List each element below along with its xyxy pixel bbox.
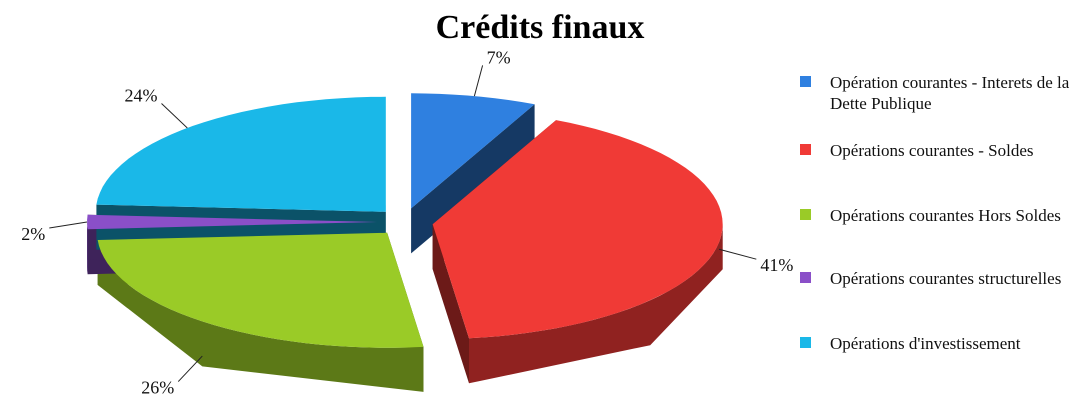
slice — [87, 214, 377, 230]
legend-item: Opérations courantes - Soldes — [800, 140, 1070, 161]
slice-side — [97, 240, 424, 392]
slice-tops — [87, 93, 723, 348]
legend-swatch — [800, 144, 811, 155]
leader-line — [177, 355, 203, 382]
legend-item: Opération courantes - Interets de la Det… — [800, 72, 1070, 114]
chart-title: Crédits finaux — [436, 9, 645, 46]
legend-swatch — [800, 209, 811, 220]
slice — [432, 120, 723, 339]
slice-edge — [411, 104, 535, 254]
slice — [96, 96, 386, 212]
slice — [411, 93, 535, 209]
legend-item: Opérations courantes Hors Soldes — [800, 205, 1070, 226]
legend-swatch — [800, 76, 811, 87]
leader-line — [718, 248, 757, 260]
legend-label: Opérations d'investissement — [830, 334, 1021, 353]
legend-item: Opérations courantes structurelles — [800, 268, 1070, 289]
legend-label: Opération courantes - Interets de la Det… — [830, 73, 1070, 113]
legend-label: Opérations courantes - Soldes — [830, 141, 1034, 160]
data-label: 24% — [125, 86, 158, 106]
legend-label: Opérations courantes Hors Soldes — [830, 206, 1061, 225]
legend-swatch — [800, 272, 811, 283]
leader-line — [161, 103, 188, 129]
data-label: 41% — [760, 255, 793, 275]
data-label: 2% — [21, 224, 45, 244]
legend-item: Opérations d'investissement — [800, 333, 1070, 354]
legend-label: Opérations courantes structurelles — [830, 269, 1062, 288]
data-label: 7% — [487, 47, 511, 67]
slice — [97, 232, 424, 348]
slice-edge — [432, 224, 470, 384]
leader-line — [49, 221, 88, 229]
slice-side — [87, 222, 88, 275]
leader-line — [473, 65, 484, 97]
legend-swatch — [800, 337, 811, 348]
slice-side — [469, 224, 723, 384]
data-label: 26% — [141, 378, 174, 398]
